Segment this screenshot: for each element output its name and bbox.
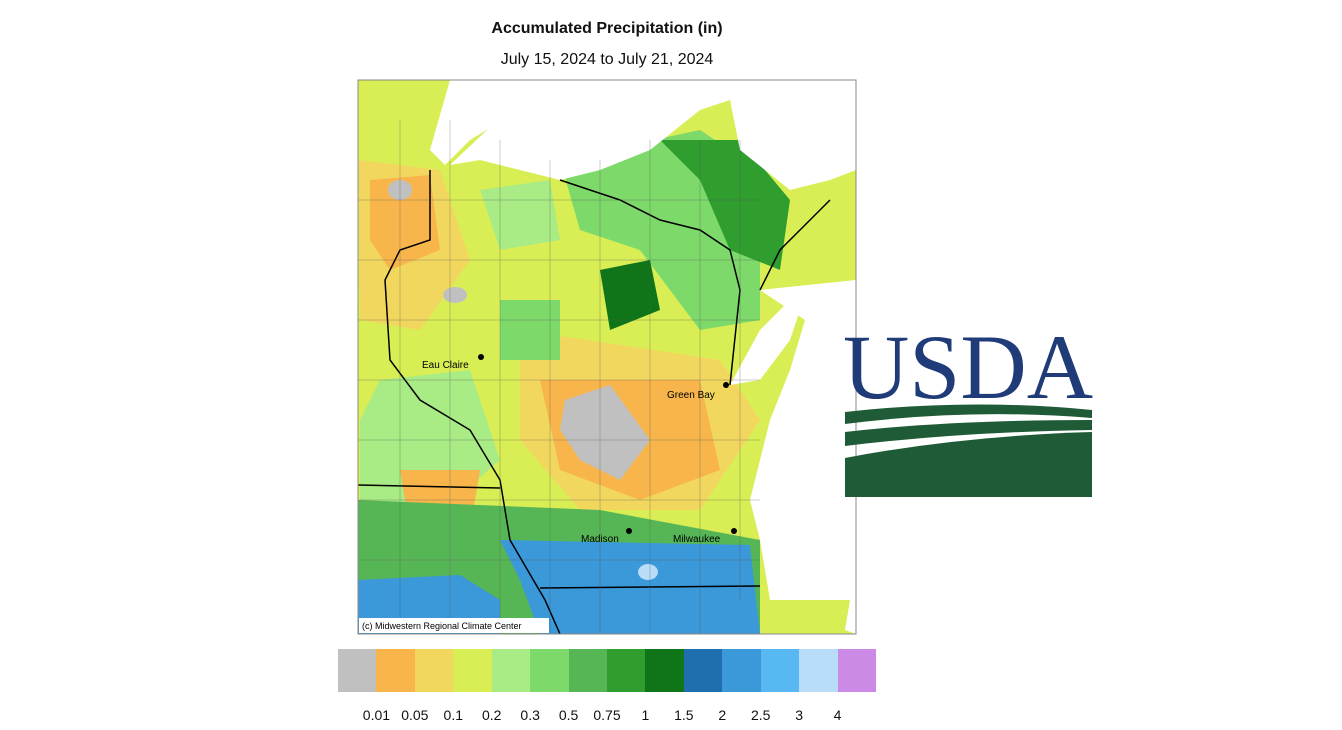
legend-swatch — [722, 649, 761, 692]
legend-swatch — [491, 649, 531, 692]
legend-label: 0.05 — [401, 707, 429, 723]
legend-label: 1 — [641, 707, 650, 723]
legend-swatch — [414, 649, 454, 692]
legend-label: 0.1 — [443, 707, 464, 723]
city-dot — [731, 528, 737, 534]
credit: (c) Midwestern Regional Climate Center — [362, 621, 522, 631]
legend-swatch — [376, 649, 415, 692]
legend-swatch — [683, 649, 723, 692]
legend-label: 0.5 — [558, 707, 579, 723]
credit-bg — [359, 618, 549, 633]
map-subtitle: July 15, 2024 to July 21, 2024 — [500, 51, 714, 68]
city-dot — [626, 528, 632, 534]
legend-swatch — [837, 649, 876, 692]
legend-swatch — [568, 649, 607, 692]
map-frame — [357, 79, 857, 635]
city-label: Madison — [581, 534, 619, 545]
city-dot — [478, 354, 484, 360]
legend-label: 0.2 — [481, 707, 502, 723]
city-label: Milwaukee — [673, 534, 721, 545]
legend-swatch — [530, 649, 569, 692]
legend-label: 3 — [795, 707, 804, 723]
city-label: Green Bay — [667, 390, 715, 401]
legend-label: 2.5 — [750, 707, 771, 723]
county-borders — [358, 120, 760, 634]
legend-label: 0.3 — [520, 707, 540, 723]
legend-label: 4 — [833, 707, 842, 723]
legend-label: 2 — [718, 707, 727, 723]
precip-field — [358, 80, 856, 634]
map-title: Accumulated Precipitation (in) — [491, 20, 723, 37]
usda-logo: USDA — [843, 316, 1093, 497]
city-dot — [723, 382, 729, 388]
logo-text: USDA — [843, 316, 1093, 418]
legend-swatch — [338, 649, 377, 692]
legend-swatch — [760, 649, 800, 692]
legend-swatch — [645, 649, 684, 692]
legend-swatch — [799, 649, 838, 692]
legend-label: 0.01 — [362, 707, 391, 723]
legend-label: 1.5 — [674, 707, 694, 723]
city-label: Eau Claire — [422, 360, 469, 371]
legend-swatch — [453, 649, 492, 692]
legend-swatch — [607, 649, 646, 692]
legend-label: 0.75 — [593, 707, 621, 723]
